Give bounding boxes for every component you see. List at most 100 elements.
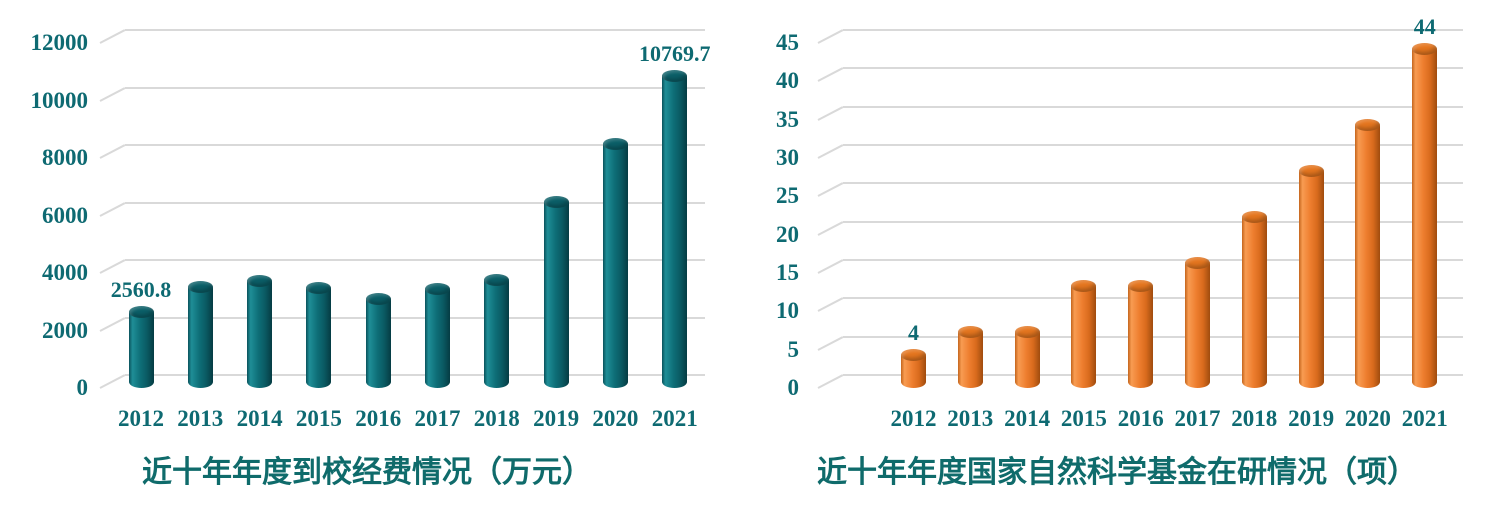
data-label-2021: 44: [1413, 13, 1436, 39]
bar-top-ellipse: [602, 138, 628, 151]
gridline-perspective-connector: [817, 259, 844, 274]
x-axis-tick-label-2020: 2020: [592, 406, 639, 431]
y-axis-tick-label: 20: [776, 221, 799, 247]
bar-2019: [543, 196, 569, 388]
bar-top-ellipse: [1241, 211, 1267, 224]
gridline-perspective-connector: [99, 86, 126, 102]
gridline-perspective-connector: [817, 105, 844, 121]
bar-2019: [1298, 165, 1324, 388]
funding-chart: 0 2000 4000 6000 8000 10000 12000 2012 2560.8 201…: [30, 29, 710, 489]
x-axis-tick-label-2021: 2021: [1401, 406, 1448, 431]
gridline: [125, 29, 705, 31]
bar-top-ellipse: [365, 292, 391, 305]
bar-2013: [187, 280, 213, 388]
x-axis-tick-label-2019: 2019: [1288, 406, 1335, 431]
x-axis-tick-label-2021: 2021: [651, 406, 698, 431]
bar-2015: [306, 281, 332, 388]
y-axis-tick-label: 0: [76, 375, 89, 400]
x-axis-tick-label-2014: 2014: [1004, 406, 1051, 431]
x-axis-tick-label-2015: 2015: [1060, 406, 1107, 431]
nsfc-chart-title: 近十年年度国家自然科学基金在研情况（项）: [817, 456, 1417, 489]
gridline: [843, 67, 1463, 70]
bar-top-ellipse: [247, 275, 273, 288]
y-axis-tick-label: 12000: [30, 30, 89, 55]
data-label-2012: 2560.8: [110, 277, 172, 303]
bar-top-ellipse: [543, 196, 569, 208]
y-axis-tick-label: 45: [776, 30, 799, 55]
bar-2020: [602, 138, 628, 388]
bar-2014: [247, 275, 273, 388]
gridline: [125, 86, 705, 89]
y-axis-tick-label: 15: [776, 260, 799, 285]
x-axis-tick-label-2017: 2017: [414, 406, 461, 431]
gridline-perspective-connector: [817, 182, 844, 198]
y-axis-tick-label: 5: [787, 336, 800, 362]
bar-top-ellipse: [1355, 119, 1381, 132]
gridline-perspective-connector: [817, 297, 844, 313]
bar-top-ellipse: [1071, 280, 1097, 293]
bar-top-ellipse: [957, 326, 983, 339]
gridline: [843, 29, 1463, 31]
bar-2018: [484, 274, 510, 388]
y-axis-tick-label: 40: [776, 68, 799, 94]
bar-2017: [425, 282, 450, 388]
gridline: [125, 374, 705, 376]
bar-top-ellipse: [425, 282, 450, 295]
gridline-perspective-connector: [817, 220, 844, 236]
gridline-perspective-connector: [99, 29, 126, 44]
bar-2014: [1014, 326, 1040, 388]
bar-2013: [957, 326, 983, 388]
gridline-perspective-connector: [99, 259, 126, 274]
x-axis-tick-label-2019: 2019: [533, 406, 580, 431]
gridline-perspective-connector: [99, 374, 126, 389]
bar-2015: [1071, 280, 1097, 388]
x-axis-tick-label-2018: 2018: [473, 406, 520, 431]
gridline: [843, 144, 1463, 146]
bar-top-ellipse: [901, 349, 926, 362]
funding-plot-area: 0 2000 4000 6000 8000 10000 12000 2012 2560.8 201…: [30, 29, 710, 431]
x-axis-tick-label-2014: 2014: [236, 406, 283, 431]
bar-2016: [1128, 280, 1154, 388]
bar-top-ellipse: [128, 306, 154, 319]
gridline: [125, 144, 705, 146]
x-axis-tick-label-2013: 2013: [177, 406, 224, 431]
bar-2012: [128, 306, 154, 388]
y-axis-tick-label: 2000: [42, 317, 88, 343]
y-axis-tick-label: 35: [776, 106, 799, 132]
bar-top-ellipse: [306, 281, 332, 294]
y-axis-tick-label: 4000: [42, 260, 88, 285]
bar-top-ellipse: [1185, 257, 1210, 270]
gridline: [843, 220, 1463, 223]
bar-2017: [1185, 257, 1210, 388]
nsfc-chart: 0 5 10 15 20 25 30 35 40 45 2012 4 2013 2014 2015 2016 2…: [750, 0, 1500, 511]
gridline: [843, 182, 1463, 185]
x-axis-tick-label-2016: 2016: [1117, 406, 1164, 431]
y-axis-tick-label: 6000: [42, 202, 88, 228]
gridline: [125, 316, 705, 319]
gridline: [843, 259, 1463, 261]
data-label-2021: 10769.7: [638, 41, 711, 67]
y-axis-tick-label: 8000: [42, 145, 88, 170]
bar-top-ellipse: [187, 280, 213, 293]
bar-2016: [365, 292, 391, 388]
bar-2021: [662, 70, 688, 388]
gridline-perspective-connector: [99, 201, 126, 217]
x-axis-tick-label-2012: 2012: [890, 406, 937, 431]
bar-2018: [1241, 211, 1267, 388]
bar-top-ellipse: [1128, 280, 1154, 293]
funding-chart-title: 近十年年度到校经费情况（万元）: [142, 456, 592, 489]
gridline-perspective-connector: [99, 144, 126, 159]
gridline-perspective-connector: [817, 144, 844, 159]
gridline: [125, 201, 705, 204]
nsfc-plot-area: 0 5 10 15 20 25 30 35 40 45 2012 4 2013 2014 2015 2016 2…: [750, 0, 1500, 511]
gridline-perspective-connector: [99, 316, 126, 332]
gridline-perspective-connector: [817, 67, 844, 83]
y-axis-tick-label: 30: [776, 145, 799, 170]
y-axis-tick-label: 10000: [30, 87, 89, 113]
gridline: [843, 105, 1463, 108]
x-axis-tick-label-2017: 2017: [1174, 406, 1221, 431]
bar-2020: [1355, 119, 1381, 388]
y-axis-tick-label: 25: [776, 183, 799, 209]
bar-top-ellipse: [1298, 165, 1324, 178]
